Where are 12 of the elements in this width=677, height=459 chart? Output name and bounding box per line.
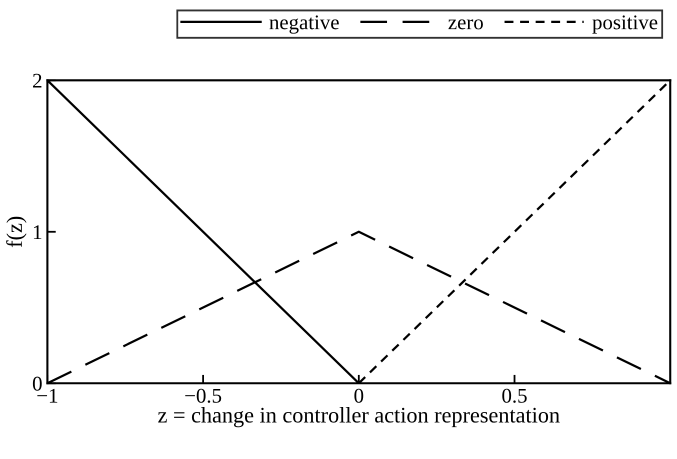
- legend-label: negative: [269, 15, 339, 34]
- x-tick-label: −1: [37, 388, 58, 403]
- y-axis-title: f(z): [6, 216, 27, 248]
- legend-label: positive: [592, 15, 658, 34]
- x-tick-label: 0: [354, 388, 364, 403]
- x-tick-label: −0.5: [185, 388, 222, 403]
- x-tick-label: 0.5: [502, 388, 527, 403]
- legend-label: zero: [448, 19, 483, 30]
- y-tick-label: 1: [34, 225, 42, 240]
- y-tick-label: 2: [33, 74, 42, 88]
- x-axis-title: z = change in controller action representation: [158, 407, 560, 428]
- y-tick-label: 0: [32, 376, 42, 391]
